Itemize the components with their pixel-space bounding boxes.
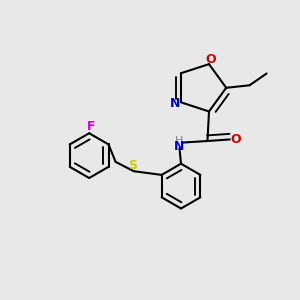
Text: F: F [86,120,95,133]
Text: N: N [170,97,180,110]
Text: S: S [128,159,137,172]
Text: O: O [205,52,216,66]
Text: O: O [230,133,241,146]
Text: H: H [175,136,184,146]
Text: N: N [174,140,185,153]
